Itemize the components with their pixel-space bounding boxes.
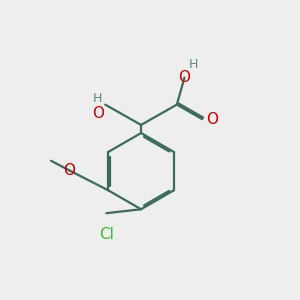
Text: O: O <box>206 112 218 127</box>
Text: Cl: Cl <box>99 226 114 242</box>
Text: O: O <box>63 163 75 178</box>
Text: O: O <box>92 106 104 121</box>
Text: O: O <box>178 70 190 85</box>
Text: H: H <box>188 58 198 71</box>
Text: H: H <box>92 92 102 105</box>
